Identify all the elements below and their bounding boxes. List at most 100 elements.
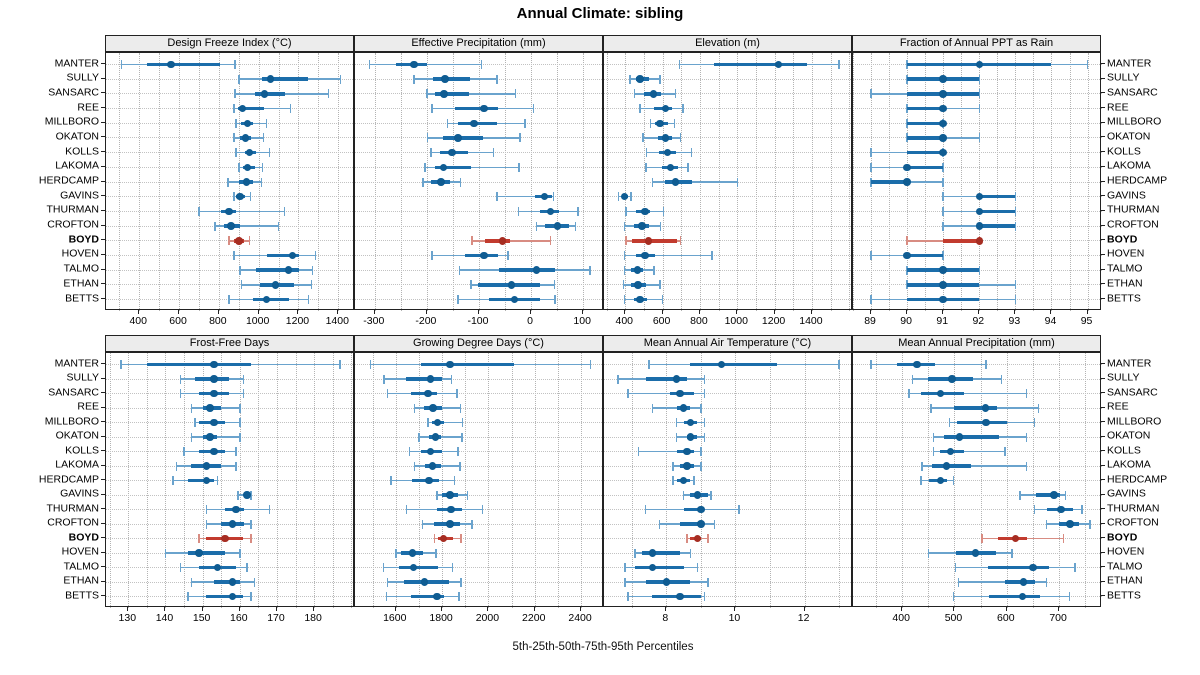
row-guide (355, 378, 604, 380)
row-guide (355, 581, 604, 583)
median-dot (228, 578, 237, 586)
x-tick (978, 310, 980, 314)
median-dot (975, 192, 984, 201)
whisker-cap-low (228, 236, 230, 246)
x-tick-label: 150 (192, 612, 211, 624)
row-guide (604, 137, 853, 139)
row-guide (355, 181, 604, 183)
whisker-cap-low (426, 89, 428, 99)
panel-mean-annual-precipitation (852, 352, 1102, 608)
row-tick-left (101, 435, 105, 437)
station-label-left-lakoma: LAKOMA (55, 458, 99, 471)
row-guide (604, 284, 853, 286)
whisker-cap-high (460, 534, 462, 543)
row-tick-right (1101, 363, 1105, 364)
row-tick-right (1101, 377, 1105, 379)
median-dot (420, 578, 429, 586)
x-tick (297, 310, 299, 314)
x-tick (530, 310, 532, 314)
row-guide (604, 254, 853, 256)
whisker-cap-low (927, 548, 930, 558)
median-dot (649, 90, 658, 98)
station-label-left-boyd: BOYD (68, 531, 99, 543)
iqr-bar (988, 565, 1049, 570)
station-label-left-herdcamp: HERDCAMP (38, 174, 99, 187)
row-tick-right (1101, 522, 1105, 524)
station-label-left-kolls: KOLLS (65, 444, 99, 456)
row-guide (106, 78, 355, 80)
x-tick-label: 800 (209, 315, 227, 327)
median-dot (480, 251, 488, 260)
row-tick-left (101, 406, 105, 408)
whisker-cap-high (481, 505, 484, 514)
whisker-thurman (198, 210, 285, 213)
whisker-cap-high (435, 548, 437, 558)
row-guide (853, 122, 1102, 124)
row-tick-right (1101, 450, 1105, 451)
station-label-right-ethan: ETHAN (1107, 574, 1143, 587)
whisker-cap-high (492, 148, 495, 158)
median-dot (636, 295, 644, 304)
station-label-right-talmo: TALMO (1107, 560, 1143, 572)
whisker-cap-low (233, 133, 235, 143)
whisker-cap-high (1089, 519, 1091, 529)
x-tick-label: 500 (944, 612, 963, 624)
whisker-cap-high (707, 577, 709, 587)
station-label-right-boyd: BOYD (1107, 233, 1138, 246)
median-dot (480, 104, 488, 113)
whisker-cap-high (234, 60, 236, 69)
whisker-cap-low (164, 548, 167, 558)
median-dot (433, 418, 442, 427)
whisker-cap-high (589, 265, 591, 275)
row-guide (604, 196, 853, 198)
median-dot (679, 476, 688, 485)
row-guide (604, 299, 853, 300)
whisker-cap-high (659, 221, 662, 231)
station-label-left-okaton: OKATON (55, 429, 99, 442)
x-tick-label: 180 (304, 612, 322, 624)
row-guide (355, 567, 604, 568)
station-label-right-gavins: GAVINS (1107, 487, 1146, 500)
median-dot (955, 433, 964, 441)
station-label-left-lakoma: LAKOMA (55, 159, 99, 172)
whisker-cap-low (622, 280, 625, 290)
whisker-cap-high (235, 461, 237, 471)
median-dot (663, 148, 672, 157)
row-tick-right (1101, 224, 1105, 226)
whisker-cap-high (268, 148, 271, 158)
whisker-cap-high (978, 104, 981, 114)
station-label-right-sully: SULLY (1107, 71, 1140, 84)
iqr-bar (635, 565, 684, 570)
whisker-cap-high (1037, 403, 1040, 413)
whisker-cap-low (427, 418, 429, 427)
median-dot (1011, 534, 1020, 543)
whisker-cap-high (1086, 60, 1089, 69)
median-dot (661, 134, 670, 142)
median-dot (243, 491, 251, 499)
whisker-cap-low (870, 148, 872, 158)
whisker-cap-high (700, 461, 702, 471)
whisker-cap-high (339, 360, 341, 369)
row-tick-left (101, 595, 105, 596)
station-label-left-manter: MANTER (54, 57, 99, 69)
iqr-bar (683, 507, 705, 512)
row-guide (355, 451, 604, 452)
whisker-cap-low (932, 447, 935, 456)
whisker-cap-low (633, 89, 636, 99)
whisker-cap-low (120, 60, 123, 69)
whisker-cap-low (617, 374, 619, 384)
x-tick (906, 310, 908, 314)
iqr-bar (943, 239, 980, 243)
x-tick (773, 310, 775, 314)
station-label-right-betts: BETTS (1107, 292, 1141, 304)
whisker-lakoma (424, 166, 520, 169)
whisker-cap-low (390, 476, 392, 485)
iqr-bar (406, 377, 443, 381)
station-label-right-boyd: BOYD (1107, 531, 1138, 543)
x-tick (238, 607, 240, 611)
x-tick-label: 8 (662, 612, 669, 624)
whisker-cap-low (172, 476, 174, 485)
whisker-cap-high (460, 577, 462, 587)
whisker-cap-high (459, 403, 462, 413)
whisker-cap-low (194, 418, 196, 427)
